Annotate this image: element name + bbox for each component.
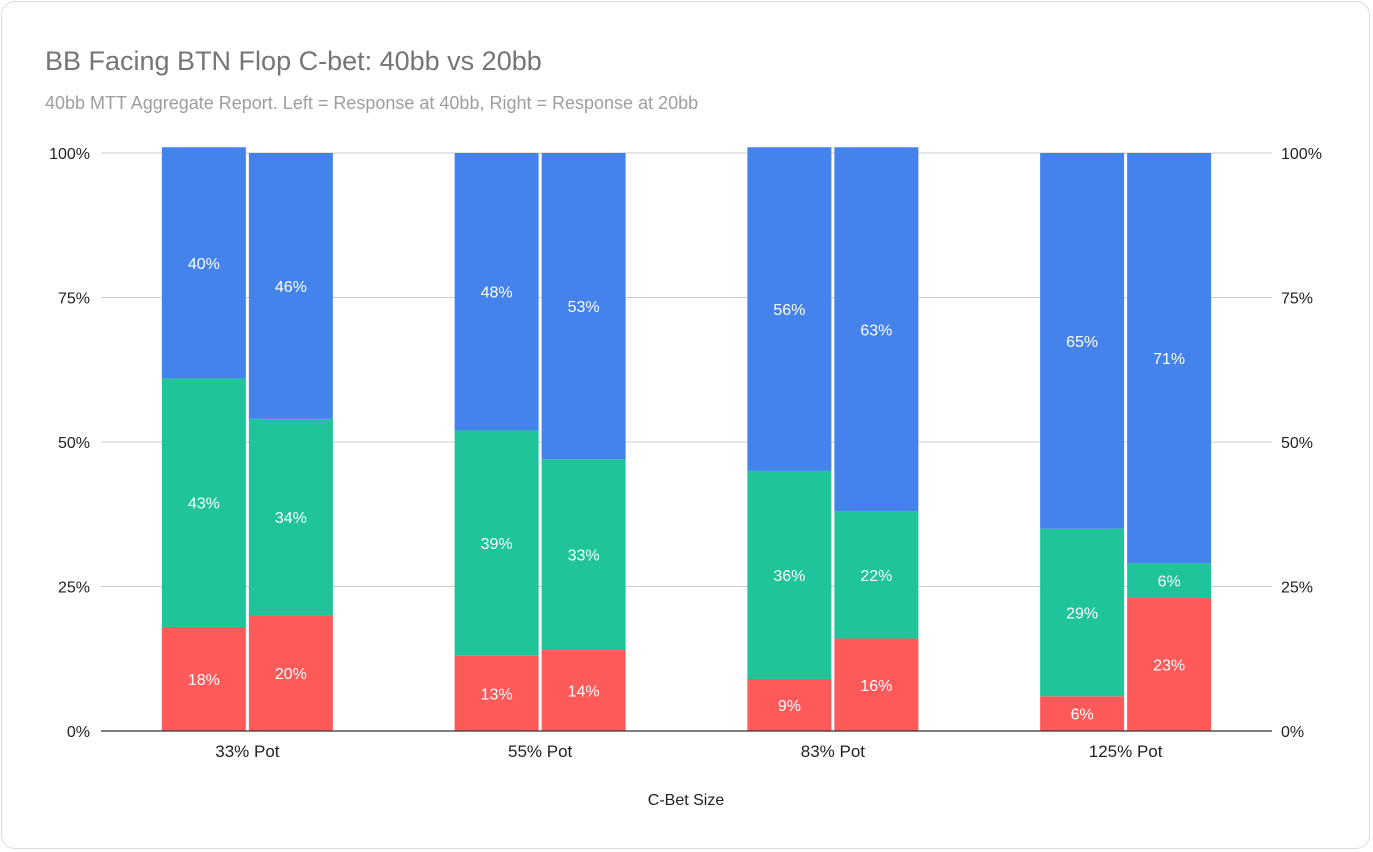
data-label: 36% [773,568,805,585]
data-label: 29% [1066,606,1098,623]
data-label: 53% [568,299,600,316]
y-axis-right: 0% 25% 50% 75% 100% [1281,146,1322,741]
y-tick-label-left: 0% [67,724,90,741]
bar-segment [541,153,626,460]
bar-segment [161,147,246,379]
chart-title: BB Facing BTN Flop C-bet: 40bb vs 20bb [45,46,542,76]
bar-segment [834,147,919,512]
y-tick-label-right: 25% [1281,580,1313,597]
y-tick-label-right: 50% [1281,435,1313,452]
data-label: 34% [275,510,307,527]
data-label: 43% [188,496,220,513]
data-label: 40% [188,256,220,273]
bar-segment [747,147,832,471]
x-category-label: 83% Pot [801,742,866,761]
x-axis-title: C-Bet Size [648,792,725,809]
y-tick-label-right: 0% [1281,724,1304,741]
data-label: 13% [481,686,513,703]
bar-segment [248,153,333,419]
x-category-label: 33% Pot [215,742,280,761]
y-tick-label-left: 25% [58,580,90,597]
data-label: 6% [1158,574,1181,591]
x-category-label: 55% Pot [508,742,573,761]
bar-segment [834,638,919,731]
bar-segment [747,678,832,731]
data-label: 14% [568,684,600,701]
bar-segment [454,153,539,431]
data-label: 48% [481,285,513,302]
y-tick-label-left: 75% [58,291,90,308]
x-category-label: 125% Pot [1089,742,1163,761]
y-tick-label-left: 50% [58,435,90,452]
bar-segment [1040,696,1125,731]
x-axis: 33% Pot 55% Pot 83% Pot 125% Pot [101,730,1272,761]
bar-segment [454,655,539,731]
y-axis-left: 0% 25% 50% 75% 100% [49,146,90,741]
bar-segment [161,378,246,627]
data-label: 6% [1071,707,1094,724]
y-tick-label-right: 75% [1281,291,1313,308]
bar-segment [1040,153,1125,529]
data-label: 63% [860,322,892,339]
chart-subtitle: 40bb MTT Aggregate Report. Left = Respon… [45,93,699,113]
bar-segment [454,430,539,656]
bar-segment [1127,563,1212,599]
bars [161,147,1212,731]
bar-segment [248,615,333,731]
bar-segment [747,470,832,679]
data-label: 65% [1066,334,1098,351]
data-label: 23% [1153,658,1185,675]
data-label: 9% [778,698,801,715]
data-label: 71% [1153,351,1185,368]
data-label: 20% [275,666,307,683]
data-label: 56% [773,302,805,319]
bar-segment [161,626,246,731]
bar-segment [1040,528,1125,697]
data-label: 46% [275,279,307,296]
data-label: 22% [860,568,892,585]
data-label: 18% [188,672,220,689]
bar-segment [541,650,626,731]
y-tick-label-left: 100% [49,146,90,163]
data-labels: 18% 43% 40% 20% 34% 46% 13% 39% 48% 14% 33% 53% 9% 36… [188,256,1185,724]
data-label: 33% [568,548,600,565]
bar-segment [1127,598,1212,731]
bar-segment [541,459,626,651]
y-tick-label-right: 100% [1281,146,1322,163]
data-label: 16% [860,678,892,695]
bar-segment [248,418,333,616]
bar-segment [1127,153,1212,564]
bar-segment [834,511,919,639]
data-label: 39% [481,536,513,553]
